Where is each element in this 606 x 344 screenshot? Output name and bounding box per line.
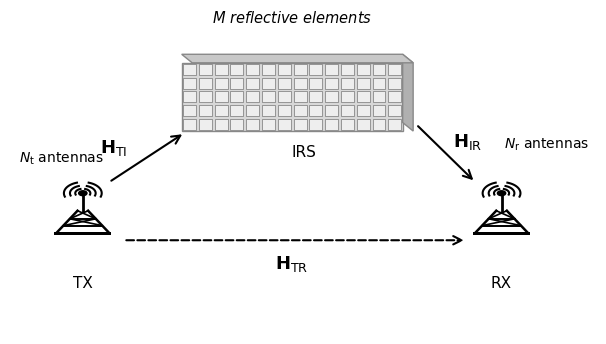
Circle shape: [498, 191, 505, 196]
Bar: [293, 92, 307, 103]
Bar: [357, 105, 370, 116]
Bar: [183, 105, 196, 116]
Bar: [230, 64, 244, 75]
Bar: [199, 105, 212, 116]
Bar: [310, 64, 322, 75]
Bar: [341, 64, 354, 75]
Bar: [293, 105, 307, 116]
Bar: [293, 78, 307, 89]
Bar: [262, 64, 275, 75]
Bar: [373, 119, 385, 130]
Bar: [357, 92, 370, 103]
Bar: [246, 92, 259, 103]
Bar: [310, 92, 322, 103]
Bar: [278, 105, 291, 116]
Bar: [325, 92, 338, 103]
Bar: [278, 119, 291, 130]
Bar: [262, 105, 275, 116]
Text: $\mathbf{H}_{\mathrm{TR}}$: $\mathbf{H}_{\mathrm{TR}}$: [276, 254, 309, 274]
Bar: [230, 105, 244, 116]
Bar: [293, 119, 307, 130]
Polygon shape: [402, 54, 413, 131]
Text: $\mathbf{H}_{\mathrm{TI}}$: $\mathbf{H}_{\mathrm{TI}}$: [99, 138, 127, 158]
Bar: [230, 78, 244, 89]
Bar: [325, 119, 338, 130]
Bar: [373, 78, 385, 89]
Bar: [246, 78, 259, 89]
Bar: [310, 119, 322, 130]
Bar: [341, 78, 354, 89]
Bar: [215, 105, 228, 116]
Text: TX: TX: [73, 276, 93, 291]
Bar: [55, 232, 111, 235]
Bar: [246, 119, 259, 130]
Bar: [183, 78, 196, 89]
Bar: [182, 63, 402, 131]
Bar: [325, 64, 338, 75]
Bar: [230, 119, 244, 130]
Bar: [278, 64, 291, 75]
Bar: [215, 92, 228, 103]
Bar: [388, 78, 401, 89]
Bar: [199, 78, 212, 89]
Bar: [199, 64, 212, 75]
Bar: [215, 64, 228, 75]
Bar: [278, 92, 291, 103]
Bar: [230, 92, 244, 103]
Bar: [278, 78, 291, 89]
Bar: [373, 64, 385, 75]
Bar: [325, 78, 338, 89]
Bar: [325, 105, 338, 116]
Bar: [183, 64, 196, 75]
Bar: [341, 105, 354, 116]
Bar: [341, 119, 354, 130]
Bar: [293, 64, 307, 75]
Bar: [357, 78, 370, 89]
Bar: [341, 92, 354, 103]
Bar: [388, 119, 401, 130]
Bar: [373, 92, 385, 103]
Bar: [357, 119, 370, 130]
Bar: [246, 64, 259, 75]
Text: $N_\mathrm{r}$ antennas: $N_\mathrm{r}$ antennas: [504, 137, 590, 153]
Bar: [310, 78, 322, 89]
Bar: [215, 78, 228, 89]
Text: $\mathbf{H}_{\mathrm{IR}}$: $\mathbf{H}_{\mathrm{IR}}$: [453, 132, 482, 152]
Bar: [183, 119, 196, 130]
Bar: [388, 64, 401, 75]
Bar: [246, 105, 259, 116]
Bar: [262, 78, 275, 89]
Bar: [388, 105, 401, 116]
Text: $N_\mathrm{t}$ antennas: $N_\mathrm{t}$ antennas: [19, 150, 104, 166]
Bar: [310, 105, 322, 116]
Bar: [262, 92, 275, 103]
Bar: [215, 119, 228, 130]
Bar: [262, 119, 275, 130]
Bar: [388, 92, 401, 103]
Bar: [357, 64, 370, 75]
Bar: [373, 105, 385, 116]
Bar: [199, 119, 212, 130]
Text: $M$ reflective elements: $M$ reflective elements: [212, 10, 372, 26]
Text: IRS: IRS: [291, 145, 316, 160]
Circle shape: [79, 191, 87, 196]
Bar: [199, 92, 212, 103]
Bar: [473, 232, 530, 235]
Polygon shape: [182, 54, 413, 63]
Bar: [183, 92, 196, 103]
Text: RX: RX: [491, 276, 512, 291]
